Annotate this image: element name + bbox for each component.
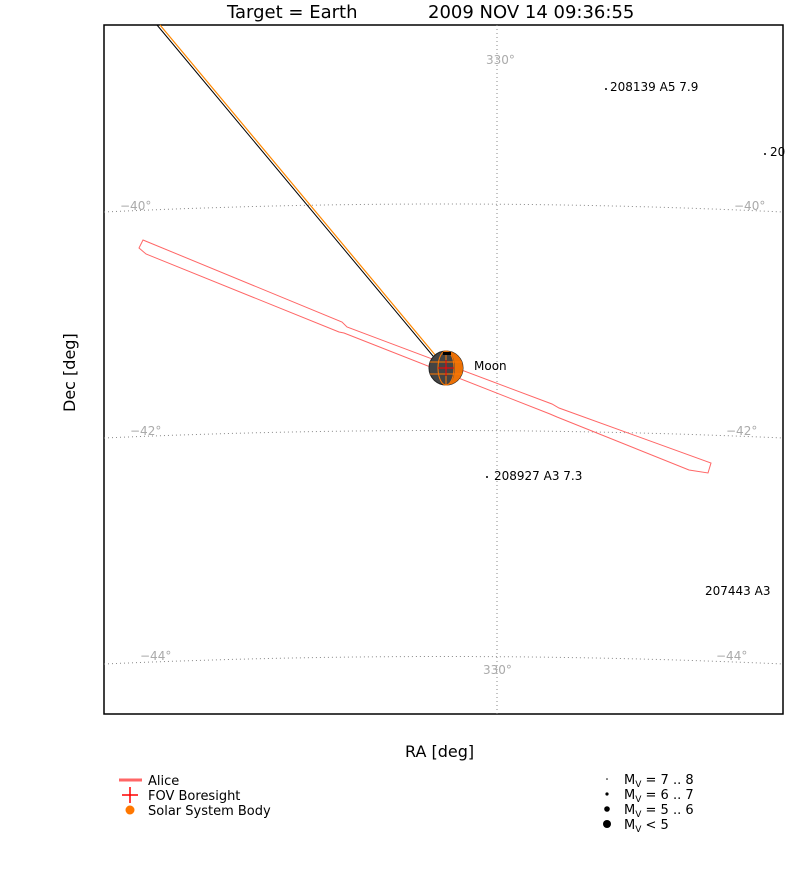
legend-mag-5-6: MV = 5 .. 6	[624, 803, 694, 820]
legend-mag-lt-5-swatch	[603, 820, 611, 828]
dec-gridline-40	[103, 203, 784, 213]
star-dot-20	[764, 153, 766, 155]
legend-right: MV = 7 .. 8 MV = 6 .. 7 MV = 5 .. 6 MV <…	[603, 773, 694, 835]
alice-fov	[138, 239, 712, 474]
star-label-208927: 208927 A3 7.3	[494, 469, 582, 483]
star-label-20: 20	[770, 145, 785, 159]
legend-body-label: Solar System Body	[148, 804, 271, 819]
star-label-208139: 208139 A5 7.9	[610, 80, 698, 94]
grid-lines	[103, 25, 784, 714]
legend-mag-6-7-swatch	[605, 792, 609, 796]
boresight-track-black	[156, 24, 444, 369]
x-axis-label: RA [deg]	[405, 742, 474, 761]
title-target: Target = Earth	[226, 2, 357, 23]
legend-mag-7-8: MV = 7 .. 8	[624, 773, 694, 790]
legend-boresight-label: FOV Boresight	[148, 789, 240, 804]
dec-label-40-right: −40°	[734, 199, 765, 213]
legend-left: Alice FOV Boresight Solar System Body	[119, 774, 271, 819]
legend-mag-5-6-swatch	[604, 806, 610, 812]
moon-label: Moon	[474, 359, 507, 373]
moon-marker	[443, 352, 451, 355]
star-label-207443: 207443 A3	[705, 584, 770, 598]
plot-frame	[103, 24, 784, 715]
title-datetime: 2009 NOV 14 09:36:55	[428, 2, 634, 23]
ra-label-bottom: 330°	[483, 663, 512, 677]
star-dot-208139	[605, 88, 607, 90]
legend-mag-6-7: MV = 6 .. 7	[624, 788, 694, 805]
y-axis-label: Dec [deg]	[60, 333, 79, 412]
ra-label-top: 330°	[486, 53, 515, 67]
star-dot-208927	[486, 476, 488, 478]
dec-gridline-42	[103, 430, 784, 439]
legend-mag-7-8-swatch	[606, 778, 608, 780]
dec-label-44-right: −44°	[716, 649, 747, 663]
legend-body-swatch	[125, 805, 135, 815]
legend-alice-label: Alice	[148, 774, 179, 789]
moon-illuminated	[446, 351, 463, 385]
dec-label-42-left: −42°	[130, 424, 161, 438]
dec-label-40-left: −40°	[120, 199, 151, 213]
legend-mag-lt-5: MV < 5	[624, 818, 669, 835]
dec-gridline-44	[103, 656, 784, 665]
dec-label-44-left: −44°	[140, 649, 171, 663]
moon-body	[428, 350, 464, 386]
boresight-track-orange	[159, 24, 447, 369]
dec-label-42-right: −42°	[726, 424, 757, 438]
